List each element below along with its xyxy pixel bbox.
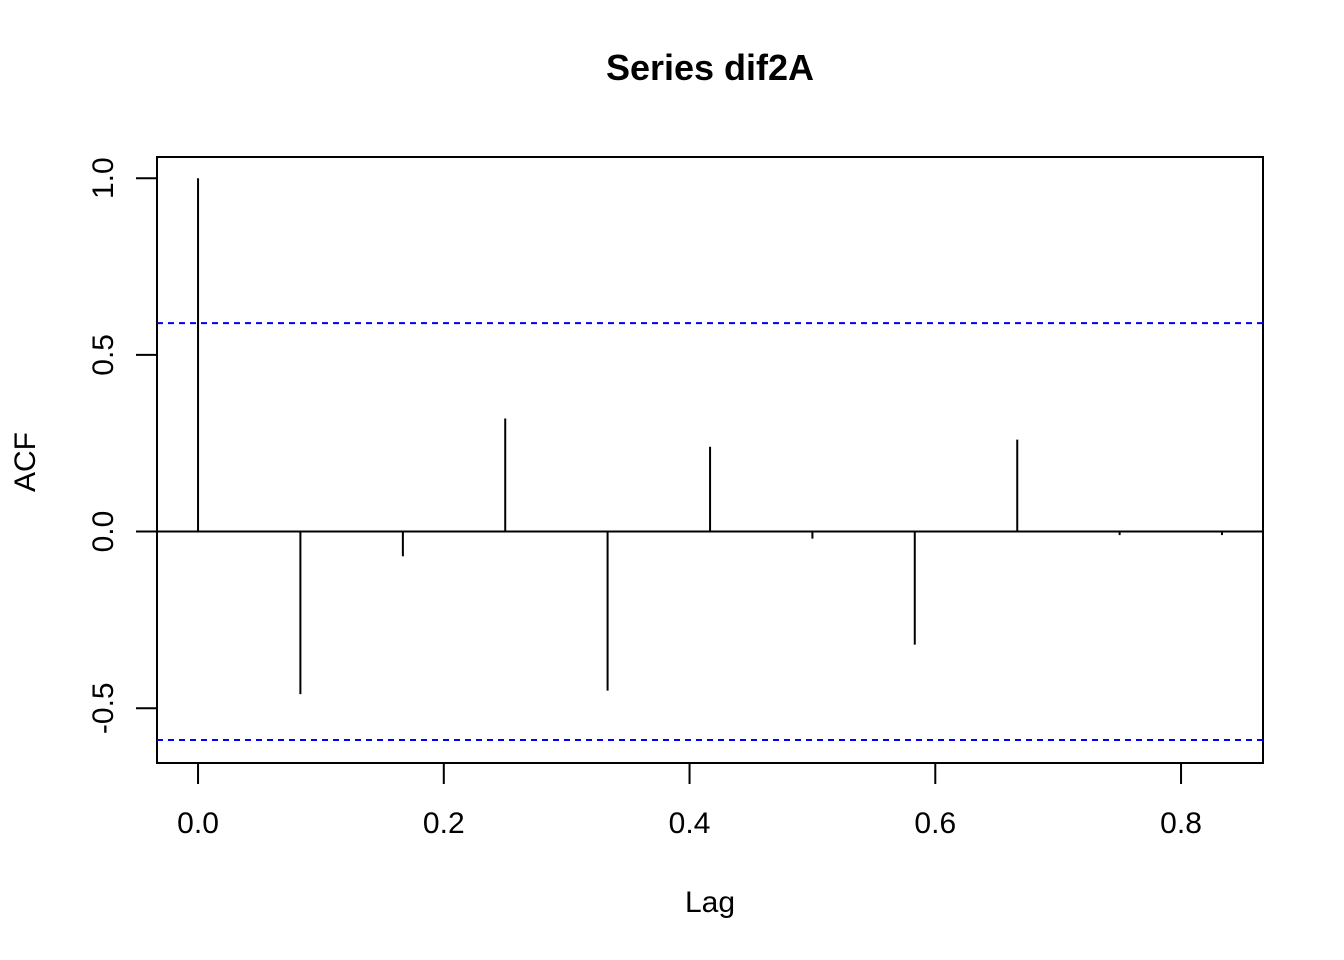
- y-tick-label-0: -0.5: [87, 682, 120, 734]
- x-axis: 0.0 0.2 0.4 0.6 0.8: [177, 763, 1202, 840]
- y-tick-label-1: 0.0: [87, 511, 120, 553]
- x-tick-label-3: 0.6: [914, 807, 956, 840]
- y-axis: -0.5 0.0 0.5 1.0: [87, 157, 157, 734]
- x-tick-label-4: 0.8: [1160, 807, 1202, 840]
- y-axis-label: ACF: [9, 432, 42, 492]
- plot-frame: [156, 156, 1264, 764]
- x-tick-label-2: 0.4: [669, 807, 711, 840]
- y-tick-label-2: 0.5: [87, 334, 120, 376]
- x-tick-label-1: 0.2: [423, 807, 465, 840]
- acf-bars: [197, 178, 1223, 695]
- confidence-bounds: [157, 322, 1263, 742]
- x-tick-label-0: 0.0: [177, 807, 219, 840]
- chart-title: Series dif2A: [606, 47, 814, 88]
- x-axis-label: Lag: [685, 886, 735, 919]
- y-tick-label-3: 1.0: [87, 157, 120, 199]
